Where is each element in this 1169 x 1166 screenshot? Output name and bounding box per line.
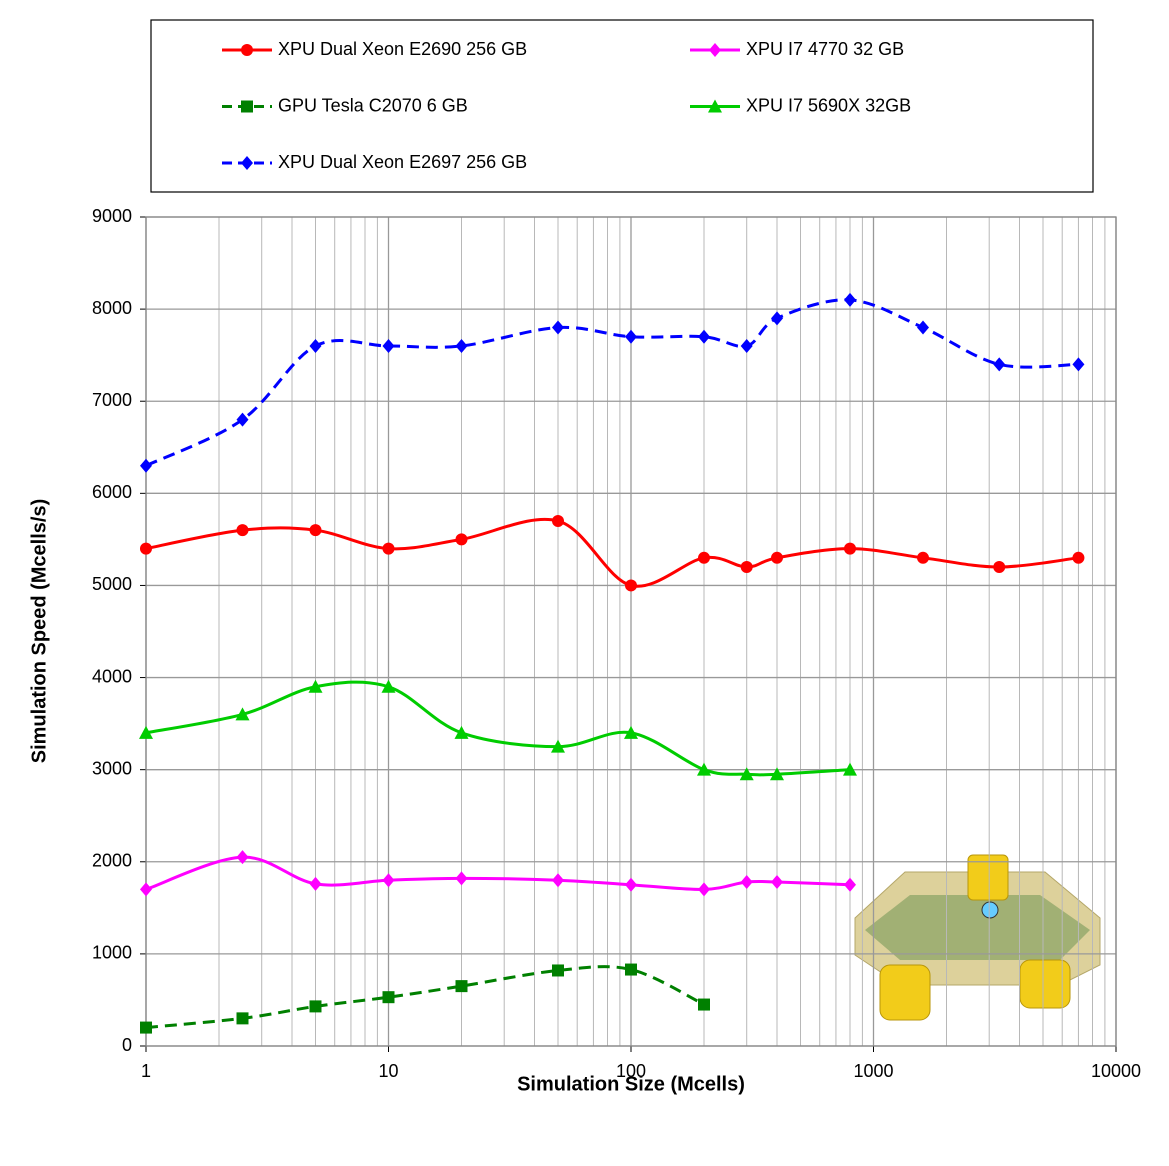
marker — [698, 999, 710, 1011]
marker — [310, 339, 322, 353]
marker — [140, 1022, 152, 1034]
marker — [625, 579, 637, 591]
marker — [455, 533, 467, 545]
marker — [140, 543, 152, 555]
series — [140, 850, 856, 896]
marker — [1072, 357, 1084, 371]
marker — [993, 357, 1005, 371]
y-tick-label: 6000 — [92, 482, 132, 502]
marker — [741, 339, 753, 353]
legend-label: XPU I7 5690X 32GB — [746, 95, 911, 115]
marker — [917, 321, 929, 335]
marker — [552, 964, 564, 976]
marker — [625, 878, 637, 892]
x-tick-label: 10 — [378, 1061, 398, 1081]
marker — [993, 561, 1005, 573]
line — [146, 519, 1078, 586]
marker — [844, 293, 856, 307]
inset-model — [855, 855, 1100, 1020]
legend-label: GPU Tesla C2070 6 GB — [278, 95, 468, 115]
marker — [917, 552, 929, 564]
marker — [1072, 552, 1084, 564]
marker — [771, 311, 783, 325]
marker — [844, 878, 856, 892]
series — [139, 680, 857, 781]
marker — [552, 873, 564, 887]
marker — [237, 524, 249, 536]
series — [140, 515, 1084, 591]
legend-marker — [241, 44, 253, 56]
marker — [383, 543, 395, 555]
y-tick-label: 0 — [122, 1035, 132, 1055]
marker — [625, 964, 637, 976]
marker — [844, 543, 856, 555]
marker — [552, 515, 564, 527]
marker — [455, 980, 467, 992]
marker — [310, 1000, 322, 1012]
y-tick-label: 5000 — [92, 574, 132, 594]
chart: Simulation Size (Mcells) Simulation Spee… — [0, 0, 1169, 1166]
legend-marker — [241, 101, 253, 113]
y-tick-label: 9000 — [92, 206, 132, 226]
marker — [698, 882, 710, 896]
x-tick-label: 100 — [616, 1061, 646, 1081]
marker — [310, 877, 322, 891]
x-tick-label: 1 — [141, 1061, 151, 1081]
page: Simulation Size (Mcells) Simulation Spee… — [0, 0, 1169, 1166]
legend-label: XPU I7 4770 32 GB — [746, 39, 904, 59]
marker — [237, 413, 249, 427]
y-tick-label: 1000 — [92, 943, 132, 963]
marker — [552, 321, 564, 335]
marker — [383, 991, 395, 1003]
marker — [310, 524, 322, 536]
line — [146, 300, 1078, 466]
line — [146, 682, 850, 775]
y-tick-label: 7000 — [92, 390, 132, 410]
y-tick-label: 4000 — [92, 666, 132, 686]
marker — [455, 871, 467, 885]
marker — [698, 330, 710, 344]
series — [140, 964, 710, 1034]
marker — [455, 339, 467, 353]
marker — [237, 1012, 249, 1024]
marker — [625, 330, 637, 344]
legend-label: XPU Dual Xeon E2690 256 GB — [278, 39, 527, 59]
y-tick-label: 3000 — [92, 758, 132, 778]
y-axis-title: Simulation Speed (Mcells/s) — [28, 499, 50, 764]
series — [140, 293, 1084, 473]
y-tick-label: 8000 — [92, 298, 132, 318]
marker — [383, 339, 395, 353]
marker — [140, 459, 152, 473]
marker — [383, 873, 395, 887]
x-tick-label: 10000 — [1091, 1061, 1141, 1081]
marker — [140, 882, 152, 896]
marker — [771, 552, 783, 564]
marker — [698, 552, 710, 564]
marker — [741, 561, 753, 573]
legend-label: XPU Dual Xeon E2697 256 GB — [278, 152, 527, 172]
x-tick-label: 1000 — [853, 1061, 893, 1081]
y-tick-label: 2000 — [92, 851, 132, 871]
marker — [771, 875, 783, 889]
marker — [741, 875, 753, 889]
